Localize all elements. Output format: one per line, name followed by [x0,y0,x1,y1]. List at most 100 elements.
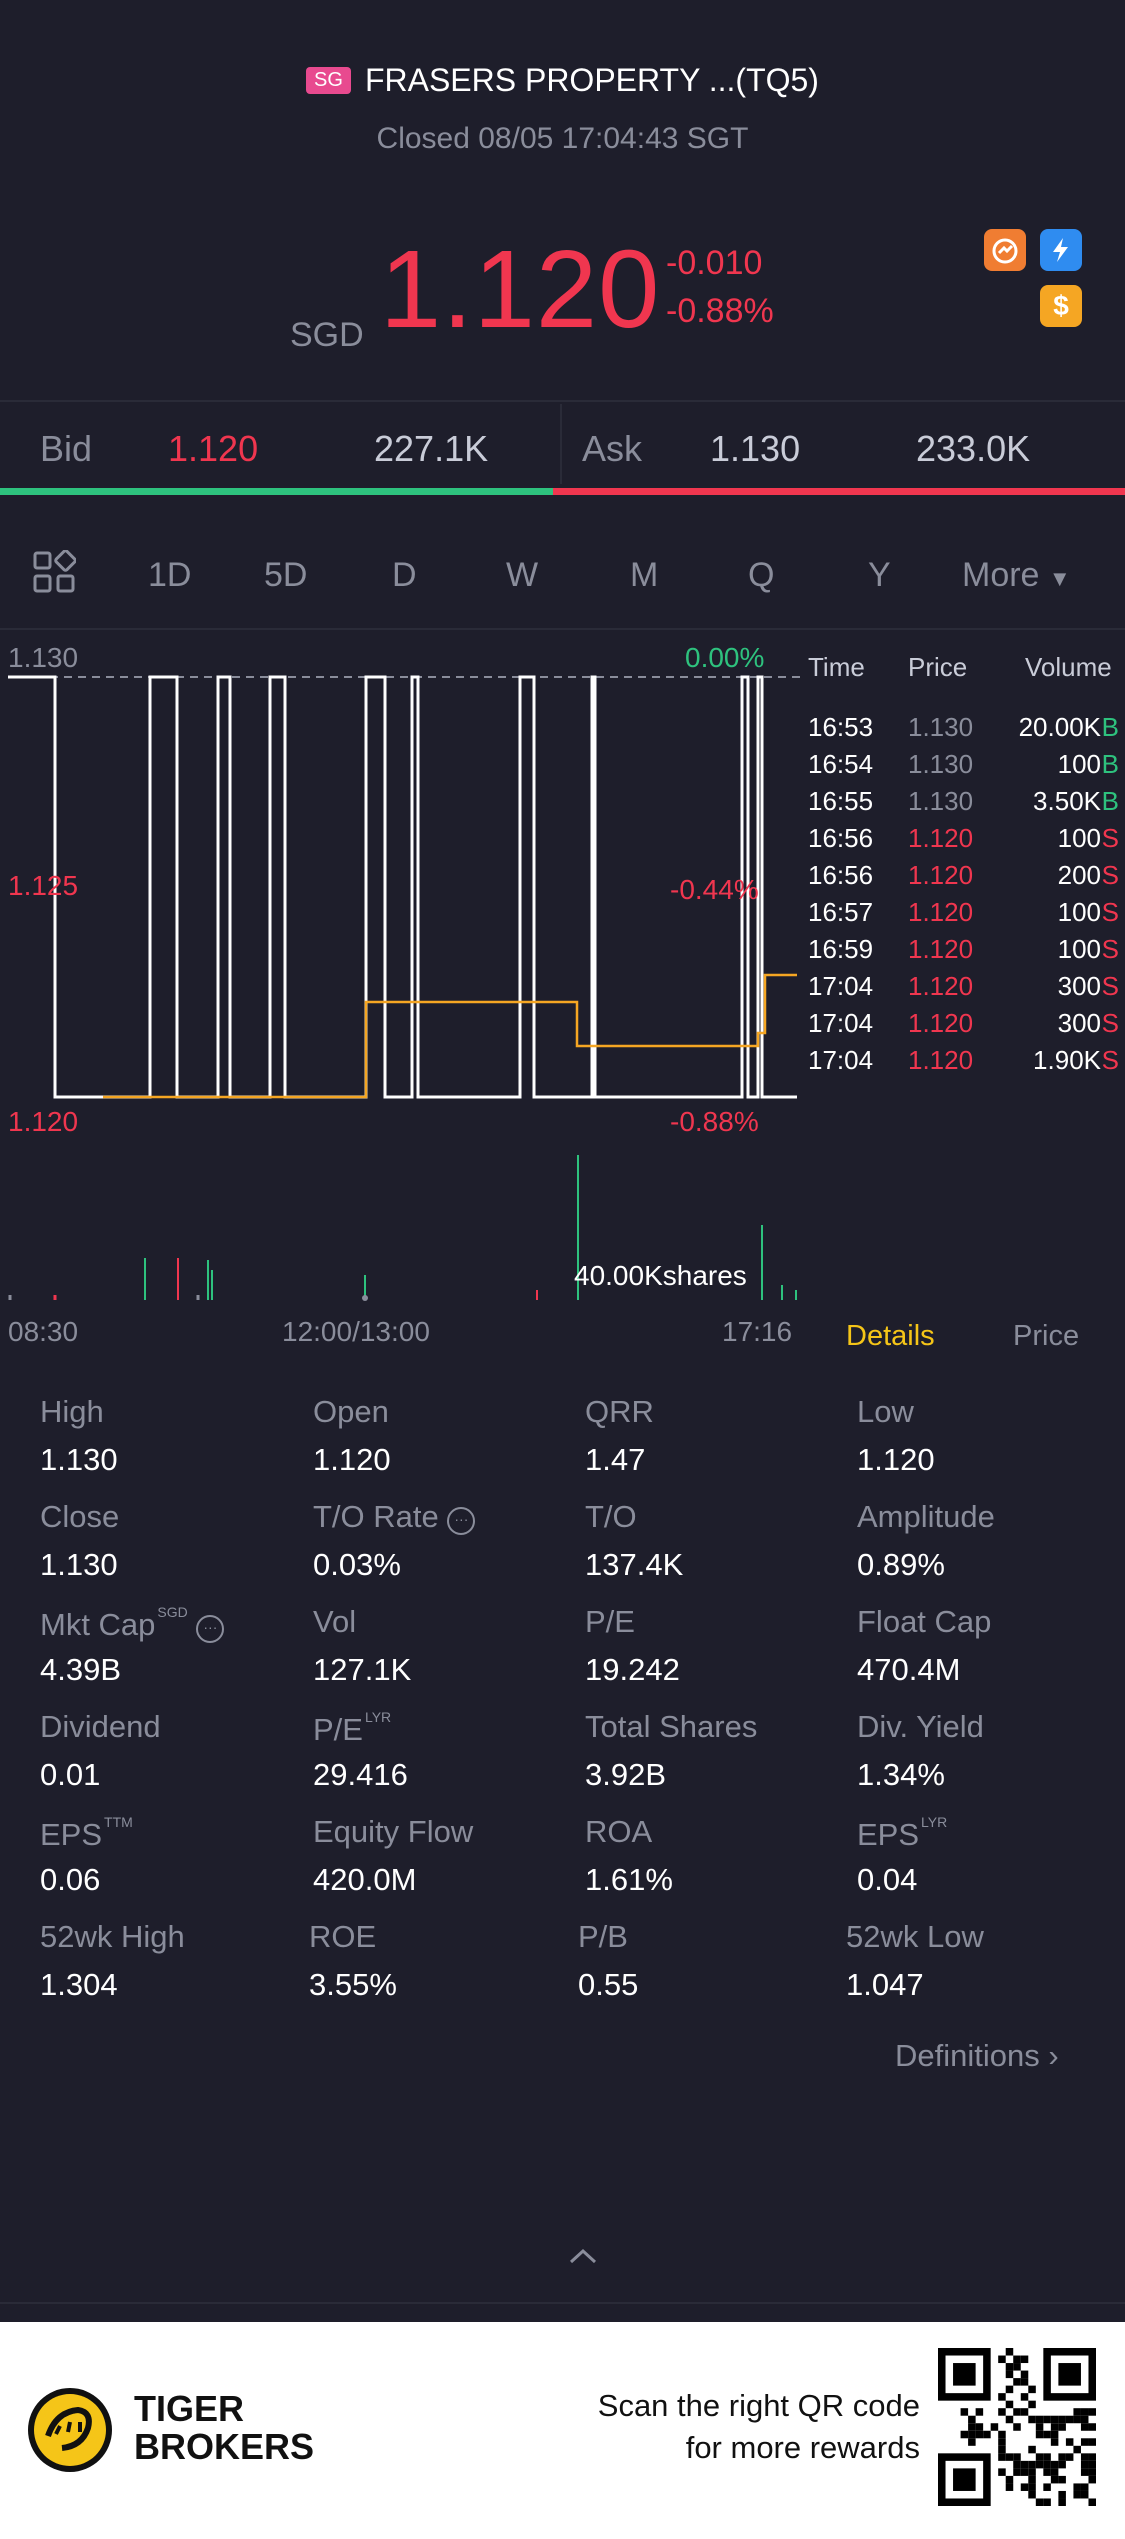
tab-m[interactable]: M [630,556,659,594]
trade-price: 1.130 [908,786,974,816]
stat-pe-value: 19.242 [585,1652,680,1687]
grid-layout-icon[interactable] [32,549,77,599]
stat-dividend-label: Dividend [40,1709,161,1744]
volume-scale-label: 40.00Kshares [574,1260,747,1291]
tab-price[interactable]: Price [1013,1320,1080,1352]
trade-side: B [1101,712,1119,742]
trade-row: 16:54 1.130 100 B [0,749,1125,809]
pct-axis-bottom: -0.88% [670,1106,759,1137]
trade-side: S [1101,1008,1119,1038]
stat-close-label: Close [40,1499,120,1534]
y-axis-top: 1.130 [8,642,79,673]
caret-down-icon: ▼ [1048,566,1071,591]
trades-header-volume: Volume [1025,652,1112,682]
trade-price: 1.120 [908,897,974,927]
bid-size: 227.1K [374,428,489,469]
stat-total-shares-value: 3.92B [585,1757,667,1792]
stat-mkt-cap[interactable]: Mkt Cap SGD ··· [40,1604,225,1643]
trade-volume: 100 [1057,897,1101,927]
bid-ratio-bar [0,488,553,495]
pct-axis-mid: -0.44% [670,874,759,905]
stat-div-yield-value: 1.34% [857,1757,945,1792]
ask-ratio-bar [553,488,1125,495]
tab-1d[interactable]: 1D [148,556,192,594]
intraday-chart[interactable] [0,630,805,1310]
trade-row: 17:04 1.120 300 S [0,971,1125,1031]
stat-vol-label: Vol [313,1604,357,1639]
divider [0,2302,1125,2304]
divider [0,628,1125,630]
trade-row: 16:55 1.130 3.50K B [0,786,1125,846]
trade-side: S [1101,860,1119,890]
more-info-icon[interactable]: ··· [196,1615,225,1643]
tab-5d[interactable]: 5D [264,556,308,594]
trade-side: B [1101,786,1119,816]
ask-price: 1.130 [710,428,801,469]
tab-details[interactable]: Details [846,1320,935,1352]
divider [0,400,1125,402]
avg-price-line [103,973,797,1099]
stat-float-cap-value: 470.4M [857,1652,961,1687]
stat-to-rate-label: T/O Rate [313,1499,439,1534]
y-axis-bottom: 1.120 [8,1106,79,1137]
trades-header-price: Price [908,652,968,682]
more-info-icon[interactable]: ··· [447,1507,476,1535]
trades-header-time: Time [808,652,865,682]
bid-price: 1.120 [168,428,259,469]
trade-price: 1.130 [908,749,974,779]
trade-price: 1.130 [908,712,974,742]
trade-price: 1.120 [908,860,974,890]
trade-volume: 100 [1057,823,1101,853]
trade-time: 17:04 [808,971,874,1001]
stat-52wk-high-value: 1.304 [40,1967,118,2002]
stat-52wk-low-value: 1.047 [846,1967,924,2002]
trade-volume: 200 [1057,860,1101,890]
trade-price: 1.120 [908,1045,974,1075]
gauge-icon[interactable] [984,229,1026,271]
promo-footer: TIGER BROKERS Scan the right QR code for… [0,2322,1125,2539]
lightning-icon[interactable] [1040,229,1082,271]
stat-to-rate[interactable]: T/O Rate ··· [313,1499,476,1535]
more-label: More [962,556,1040,594]
stat-pe-label: P/E [585,1604,635,1639]
trade-row: 16:56 1.120 100 S [0,823,1125,883]
dollar-icon[interactable]: $ [1040,285,1082,327]
stat-qrr-value: 1.47 [585,1442,646,1477]
tab-q[interactable]: Q [748,556,775,594]
stat-to-rate-value: 0.03% [313,1547,401,1582]
chevron-up-icon[interactable] [568,2246,598,2271]
trade-row: 16:53 1.130 20.00K B [0,712,1125,772]
stat-float-cap-label: Float Cap [857,1604,992,1639]
trade-volume: 20.00K [1018,712,1101,742]
trade-volume: 1.90K [1033,1045,1101,1075]
stat-div-yield-label: Div. Yield [857,1709,984,1744]
stat-eps-lyr-sup: LYR [921,1814,948,1830]
tab-more[interactable]: More ▼ [962,556,1071,595]
trade-time: 16:59 [808,934,874,964]
stat-mkt-cap-sup: SGD [157,1604,188,1620]
tab-w[interactable]: W [506,556,539,594]
stat-pb-label: P/B [578,1919,628,1954]
x-axis-mid: 12:00/13:00 [282,1316,430,1347]
stat-mkt-cap-value: 4.39B [40,1652,122,1687]
bid-label: Bid [40,428,93,469]
stat-mkt-cap-label: Mkt Cap [40,1607,156,1642]
trade-side: S [1101,1045,1119,1075]
stat-eps-ttm-label: EPS [40,1817,103,1852]
market-status: Closed 08/05 17:04:43 SGT [376,122,749,155]
trade-time: 17:04 [808,1008,874,1038]
trade-time: 16:53 [808,712,874,742]
stat-low-label: Low [857,1394,914,1429]
trade-price: 1.120 [908,1008,974,1038]
trade-time: 16:56 [808,823,874,853]
trade-row: 16:56 1.120 200 S [0,860,1125,920]
stat-roe-label: ROE [309,1919,377,1954]
promo-line1: Scan the right QR code [597,2388,920,2423]
tab-d[interactable]: D [392,556,417,594]
tab-y[interactable]: Y [868,556,891,594]
stat-vol-value: 127.1K [313,1652,412,1687]
trade-row: 17:04 1.120 300 S [0,1008,1125,1068]
stock-title[interactable]: SG FRASERS PROPERTY ...(TQ5) [0,62,1125,99]
stat-eps-lyr-label: EPS [857,1817,920,1852]
definitions-link[interactable]: Definitions › [895,2038,1059,2074]
